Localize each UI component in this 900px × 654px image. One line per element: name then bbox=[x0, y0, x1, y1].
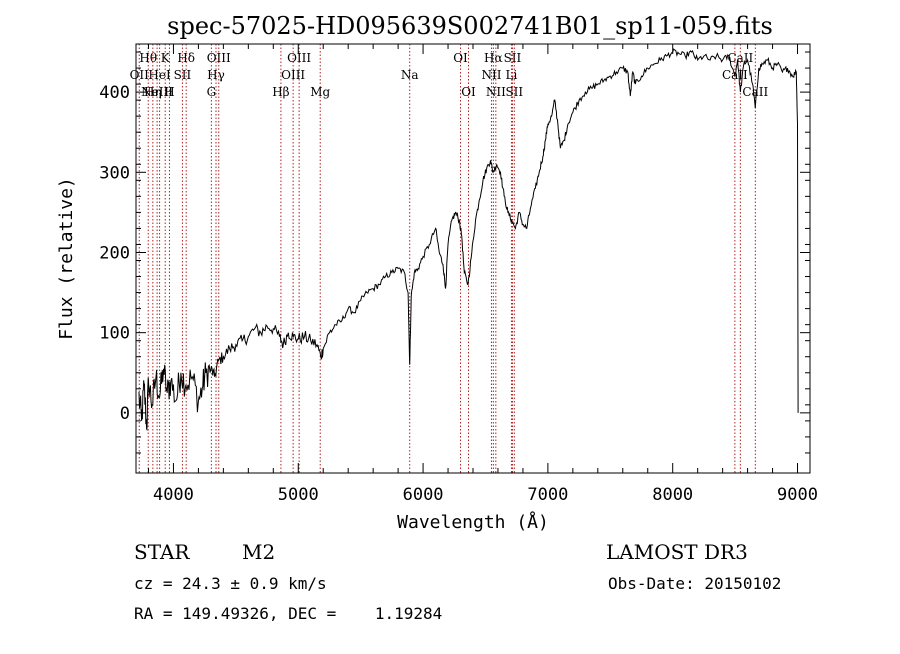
chart-title: spec-57025-HD095639S002741B01_sp11-059.f… bbox=[167, 12, 773, 40]
line-label-5: K bbox=[161, 51, 171, 65]
y-tick-label: 400 bbox=[99, 83, 130, 103]
line-label-24: SII bbox=[505, 85, 523, 99]
y-tick-label: 300 bbox=[99, 163, 130, 183]
redshift-cz: cz = 24.3 ± 0.9 km/s bbox=[134, 574, 327, 593]
y-tick-label: 200 bbox=[99, 243, 130, 263]
line-label-11: OIII bbox=[207, 51, 231, 65]
line-label-18: OI bbox=[461, 85, 476, 99]
line-label-22: Li bbox=[506, 68, 518, 82]
line-label-16: Na bbox=[401, 68, 419, 82]
x-axis-label: Wavelength (Å) bbox=[397, 511, 549, 533]
line-label-8: Hδ bbox=[177, 51, 195, 65]
line-label-12: Hβ bbox=[272, 85, 289, 99]
line-label-4: HeI bbox=[148, 68, 171, 82]
line-label-1: Hθ bbox=[139, 51, 157, 65]
y-tick-label: 0 bbox=[120, 404, 130, 424]
x-tick-label: 4000 bbox=[153, 485, 194, 505]
survey-name: LAMOST DR3 bbox=[606, 540, 748, 564]
line-label-17: OI bbox=[453, 51, 468, 65]
object-class: STAR bbox=[134, 540, 190, 564]
observation-date: Obs-Date: 20150102 bbox=[608, 574, 782, 593]
line-label-27: CaII bbox=[742, 85, 768, 99]
line-label-2: Hη bbox=[144, 85, 162, 99]
line-label-19: NII bbox=[481, 68, 501, 82]
y-axis-label: Flux (relative) bbox=[56, 177, 77, 340]
line-label-20: Hα bbox=[484, 51, 503, 65]
plot-frame bbox=[135, 43, 811, 474]
line-label-13: OIII bbox=[281, 68, 305, 82]
line-label-15: Mg bbox=[310, 85, 330, 99]
x-tick-label: 8000 bbox=[652, 485, 693, 505]
line-label-7: SII bbox=[174, 68, 192, 82]
coordinates: RA = 149.49326, DEC = 1.19284 bbox=[134, 604, 443, 623]
line-label-0: OII bbox=[130, 68, 150, 82]
x-tick-label: 9000 bbox=[777, 485, 818, 505]
object-subclass: M2 bbox=[242, 540, 276, 564]
spectrum-line bbox=[138, 48, 799, 432]
line-label-9: G bbox=[207, 85, 217, 99]
line-label-10: Hγ bbox=[207, 68, 225, 82]
x-tick-label: 5000 bbox=[278, 485, 319, 505]
line-label-26: CaII bbox=[727, 51, 753, 65]
x-tick-label: 7000 bbox=[527, 485, 568, 505]
line-label-14: OIII bbox=[287, 51, 311, 65]
x-tick-label: 6000 bbox=[403, 485, 444, 505]
line-label-6: H bbox=[164, 85, 174, 99]
line-label-3: NeIII bbox=[141, 85, 173, 99]
y-tick-label: 100 bbox=[99, 324, 130, 344]
line-label-23: SII bbox=[504, 51, 522, 65]
line-label-21: NII bbox=[486, 85, 506, 99]
